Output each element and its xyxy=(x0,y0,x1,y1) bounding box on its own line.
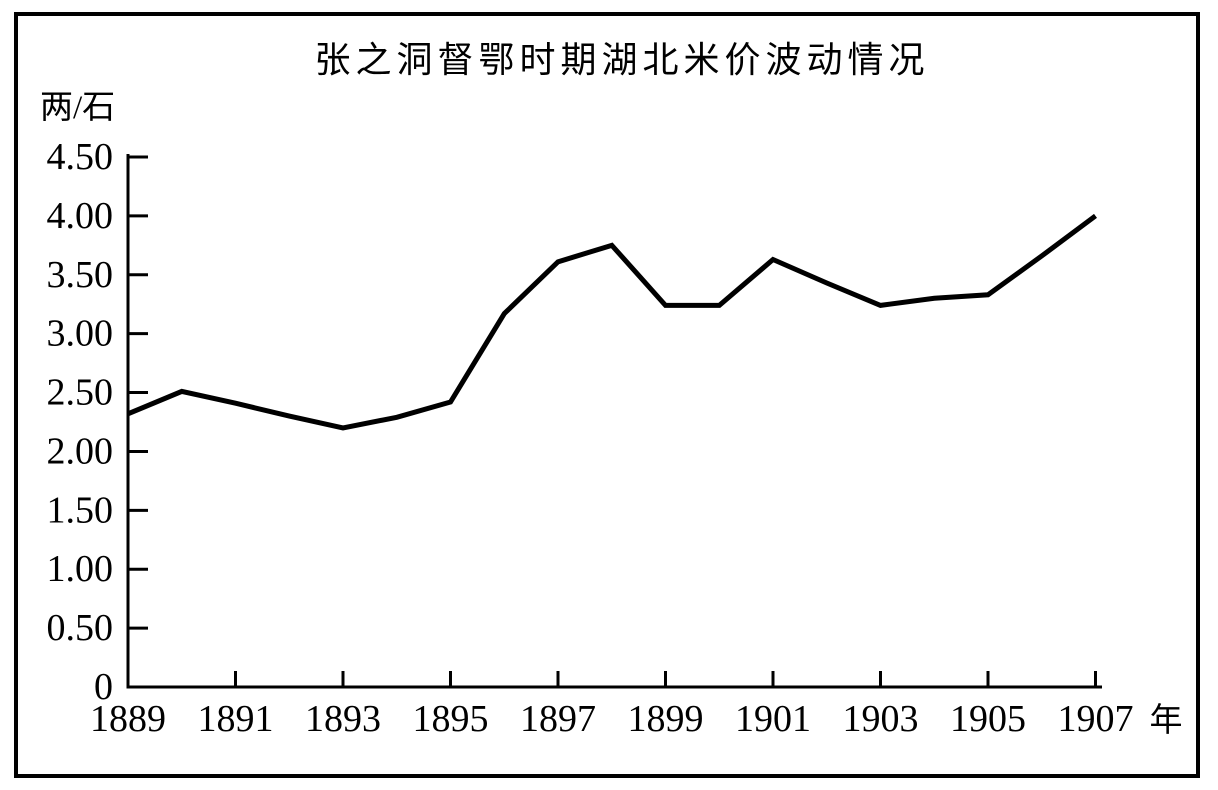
y-tick-label: 1.00 xyxy=(47,548,114,590)
x-tick-label: 1901 xyxy=(735,698,811,740)
x-tick-label: 1891 xyxy=(198,698,274,740)
price-line xyxy=(127,213,1097,431)
chart-title: 张之洞督鄂时期湖北米价波动情况 xyxy=(314,40,929,80)
y-tick-label: 2.00 xyxy=(47,430,114,472)
y-tick-label: 3.00 xyxy=(47,313,114,355)
y-axis-ticks xyxy=(129,155,148,630)
figure-border xyxy=(14,12,1200,778)
x-tick-label: 1893 xyxy=(305,698,381,740)
x-tick-label: 1907 xyxy=(1058,698,1134,740)
axes xyxy=(126,154,1102,689)
x-tick-label: 1905 xyxy=(950,698,1026,740)
y-tick-label: 4.00 xyxy=(47,195,114,237)
x-axis-labels: 1889 1891 1893 1895 1897 1899 1901 1903 1905 1907 xyxy=(90,698,1134,740)
y-tick-label: 4.50 xyxy=(47,136,114,178)
x-tick-label: 1897 xyxy=(520,698,596,740)
x-tick-label: 1903 xyxy=(843,698,919,740)
y-axis-labels: 0 0.50 1.00 1.50 2.00 2.50 3.00 3.50 4.00 4.50 xyxy=(47,136,114,708)
x-tick-label: 1899 xyxy=(628,698,704,740)
x-axis-ticks xyxy=(234,671,1097,686)
x-axis-unit-label: 年 xyxy=(1150,702,1183,739)
y-tick-label: 1.50 xyxy=(47,489,114,531)
y-tick-label: 2.50 xyxy=(47,372,114,414)
y-tick-label: 0 xyxy=(94,666,113,708)
x-tick-label: 1895 xyxy=(413,698,489,740)
y-axis-unit-label: 两/石 xyxy=(40,90,115,126)
y-tick-label: 0.50 xyxy=(47,607,114,649)
y-tick-label: 3.50 xyxy=(47,254,114,296)
x-tick-label: 1889 xyxy=(90,698,166,740)
